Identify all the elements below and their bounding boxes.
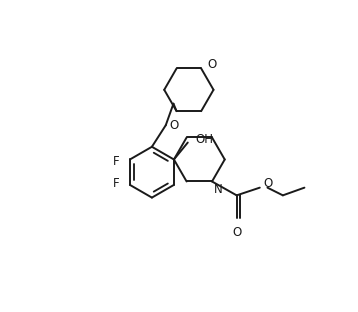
Text: N: N [214, 183, 222, 196]
Text: OH: OH [195, 133, 213, 146]
Text: O: O [207, 58, 217, 71]
Text: O: O [233, 226, 242, 239]
Text: F: F [112, 154, 119, 168]
Text: O: O [263, 177, 273, 190]
Text: O: O [170, 119, 179, 132]
Text: F: F [112, 177, 119, 190]
